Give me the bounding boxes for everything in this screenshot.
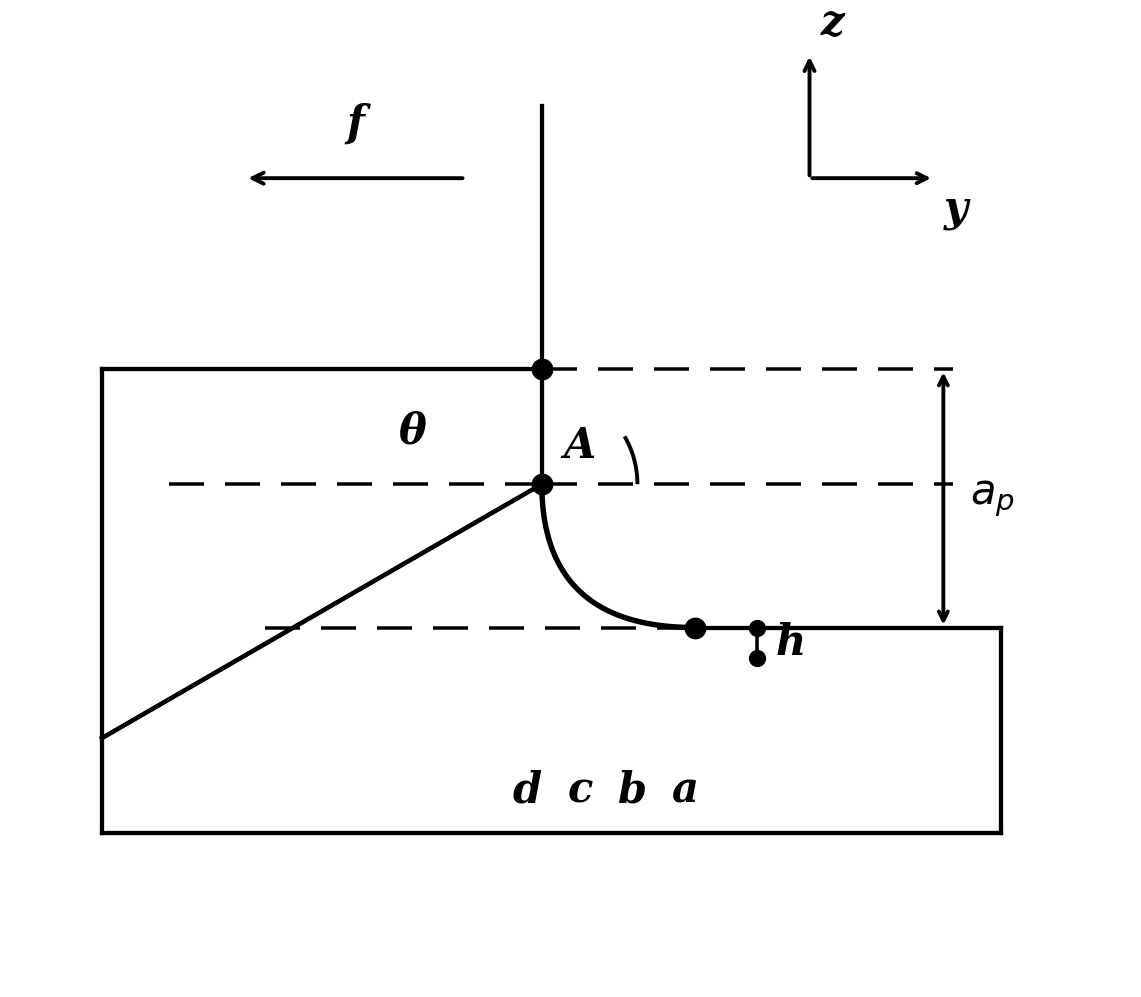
Text: f: f bbox=[347, 103, 364, 145]
Point bbox=[533, 477, 551, 493]
Text: b: b bbox=[618, 769, 647, 811]
Text: d: d bbox=[513, 769, 542, 811]
Text: θ: θ bbox=[399, 411, 427, 453]
Polygon shape bbox=[102, 370, 542, 738]
Text: z: z bbox=[822, 2, 844, 44]
Point bbox=[747, 650, 766, 666]
Text: c: c bbox=[567, 769, 592, 811]
Text: $a_p$: $a_p$ bbox=[970, 478, 1014, 519]
Polygon shape bbox=[102, 485, 1001, 833]
Text: a: a bbox=[672, 769, 698, 811]
Point bbox=[747, 619, 766, 635]
Text: A: A bbox=[563, 425, 596, 467]
Point bbox=[533, 362, 551, 378]
Text: y: y bbox=[944, 187, 968, 229]
Text: h: h bbox=[776, 622, 807, 664]
Point bbox=[686, 619, 704, 635]
